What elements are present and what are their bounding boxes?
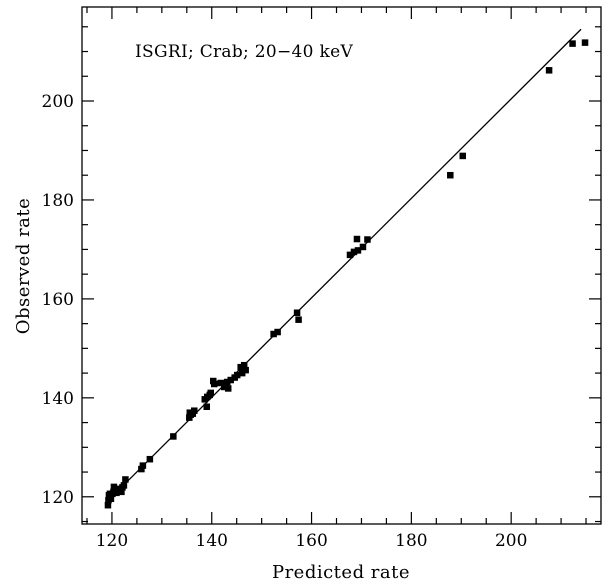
data-points — [104, 39, 589, 509]
x-tick-label: 140 — [196, 531, 228, 551]
chart-annotation: ISGRI; Crab; 20−40 keV — [135, 42, 353, 62]
x-tick-label: 200 — [495, 531, 527, 551]
data-point — [237, 363, 244, 371]
data-point — [459, 152, 467, 160]
data-point — [581, 39, 589, 46]
y-tick-label: 120 — [42, 488, 74, 508]
y-axis-label: Observed rate — [13, 198, 34, 335]
data-point — [242, 366, 249, 374]
y-tick-label: 140 — [42, 389, 74, 409]
data-point — [139, 462, 147, 469]
data-point — [207, 389, 215, 397]
data-point — [240, 361, 248, 369]
data-point — [359, 243, 367, 251]
data-point — [274, 328, 281, 336]
data-point — [346, 251, 354, 259]
axis-ticks — [82, 7, 601, 524]
data-point — [238, 369, 246, 377]
x-tick-label: 120 — [96, 531, 128, 551]
data-point — [569, 40, 576, 47]
data-point — [364, 236, 371, 243]
x-axis-label: Predicted rate — [272, 562, 410, 583]
data-point — [138, 465, 145, 473]
data-point — [270, 330, 277, 338]
data-point — [224, 385, 232, 392]
data-point — [120, 482, 128, 489]
tick-labels: 120 140 160 180 200 120 140 160 180 200 — [42, 92, 528, 551]
y-tick-label: 160 — [42, 290, 74, 310]
data-point — [447, 171, 454, 179]
data-point — [545, 67, 553, 74]
data-point — [203, 403, 211, 410]
data-point — [233, 371, 241, 379]
data-point — [104, 501, 112, 509]
data-point — [122, 476, 129, 483]
data-point — [295, 316, 302, 323]
data-point — [191, 407, 198, 414]
data-point — [354, 247, 362, 254]
data-point — [227, 376, 234, 384]
y-tick-label: 180 — [42, 191, 74, 211]
x-tick-label: 160 — [295, 531, 327, 551]
data-point — [350, 248, 358, 256]
data-point — [353, 235, 361, 243]
plot-frame — [81, 6, 602, 525]
data-point — [118, 488, 125, 496]
fit-line — [106, 28, 582, 503]
data-point — [146, 455, 154, 463]
data-point — [107, 495, 115, 503]
data-point — [210, 380, 218, 388]
data-point — [293, 309, 301, 316]
y-tick-label: 200 — [42, 92, 74, 112]
x-tick-label: 180 — [395, 531, 427, 551]
data-point — [170, 433, 177, 440]
data-point — [217, 379, 224, 387]
data-point — [223, 378, 231, 386]
